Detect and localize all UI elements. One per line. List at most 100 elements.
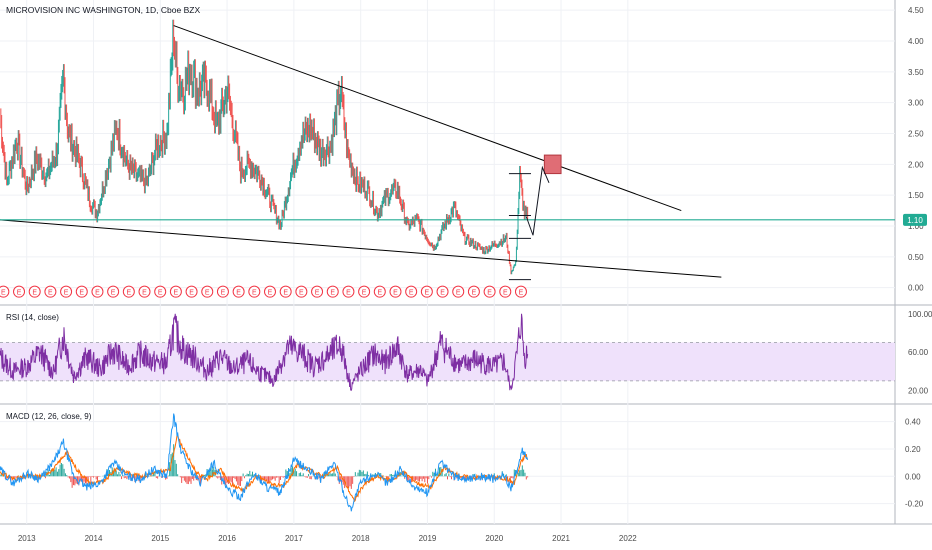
macd-tick-label: -0.20 <box>905 500 924 509</box>
price-tick-label: 2.50 <box>908 130 924 139</box>
earnings-marker <box>13 285 26 298</box>
price-series <box>0 19 529 275</box>
earnings-marker <box>311 285 324 298</box>
earnings-marker <box>0 285 10 298</box>
earnings-marker-label: E <box>456 290 461 297</box>
earnings-marker-label: E <box>315 290 320 297</box>
macd-signal-line <box>0 434 528 503</box>
earnings-marker <box>75 285 88 298</box>
last-price-tag <box>903 213 927 226</box>
earnings-marker <box>122 285 135 298</box>
earnings-marker <box>138 285 151 298</box>
earnings-marker <box>263 285 276 298</box>
trendline <box>0 219 722 278</box>
earnings-marker <box>373 285 386 298</box>
earnings-marker-label: E <box>377 290 382 297</box>
macd-series <box>0 413 529 512</box>
earnings-marker-label: E <box>174 290 179 297</box>
earnings-marker <box>28 285 41 298</box>
earnings-marker-label: E <box>79 290 84 297</box>
rsi-tick-label: 100.00 <box>908 310 932 319</box>
target-box <box>543 154 562 175</box>
earnings-marker-label: E <box>346 290 351 297</box>
earnings-marker <box>60 285 73 298</box>
earnings-marker <box>91 285 104 298</box>
earnings-marker-label: E <box>393 290 398 297</box>
price-tick-label: 4.00 <box>908 37 924 46</box>
earnings-marker <box>295 285 308 298</box>
earnings-marker <box>169 285 182 298</box>
x-tick-label: 2019 <box>419 534 437 543</box>
earnings-marker <box>358 285 371 298</box>
x-tick-label: 2021 <box>552 534 570 543</box>
earnings-marker-label: E <box>221 290 226 297</box>
earnings-marker-label: E <box>487 290 492 297</box>
chart-title: MICROVISION INC WASHINGTON, 1D, Cboe BZX <box>6 5 200 15</box>
earnings-marker-label: E <box>158 290 163 297</box>
grid <box>0 0 895 524</box>
projection-path <box>525 165 550 236</box>
earnings-marker-label: E <box>362 290 367 297</box>
x-tick-label: 2015 <box>151 534 169 543</box>
last-price-value: 1.10 <box>907 216 923 225</box>
earnings-marker-label: E <box>48 290 53 297</box>
earnings-marker-label: E <box>519 290 524 297</box>
earnings-marker <box>107 285 120 298</box>
earnings-marker-label: E <box>236 290 241 297</box>
earnings-marker-label: E <box>503 290 508 297</box>
x-tick-label: 2016 <box>218 534 236 543</box>
rsi-label: RSI (14, close) <box>6 313 59 322</box>
axes: 2013 2014 2015 2016 2017 2018 2019 2020 2021 2022… <box>18 6 932 543</box>
earnings-marker <box>436 285 449 298</box>
earnings-marker <box>499 285 512 298</box>
earnings-marker <box>154 285 167 298</box>
earnings-marker-label: E <box>330 290 335 297</box>
price-tick-label: 3.00 <box>908 99 924 108</box>
earnings-marker-label: E <box>299 290 304 297</box>
last-price-badge: 1.10 <box>903 213 927 226</box>
drawings[interactable] <box>0 25 895 281</box>
earnings-marker <box>279 285 292 298</box>
earnings-marker-label: E <box>64 290 69 297</box>
rsi-tick-label: 20.00 <box>908 386 929 395</box>
earnings-marker-label: E <box>142 290 147 297</box>
earnings-marker-label: E <box>126 290 131 297</box>
macd-label: MACD (12, 26, close, 9) <box>6 412 92 421</box>
earnings-marker <box>389 285 402 298</box>
earnings-marker-label: E <box>440 290 445 297</box>
earnings-marker <box>467 285 480 298</box>
earnings-marker <box>342 285 355 298</box>
rsi-line <box>0 313 529 392</box>
price-tick-label: 0.50 <box>908 253 924 262</box>
price-tick-label: 4.50 <box>908 6 924 15</box>
earnings-marker-label: E <box>283 290 288 297</box>
earnings-marker <box>232 285 245 298</box>
rsi-tick-label: 60.00 <box>908 348 929 357</box>
price-tick-label: 3.50 <box>908 68 924 77</box>
earnings-marker-label: E <box>205 290 210 297</box>
rsi-series <box>0 313 529 392</box>
earnings-marker-label: E <box>189 290 194 297</box>
earnings-marker <box>44 285 57 298</box>
earnings-marker <box>248 285 261 298</box>
price-tick-label: 1.00 <box>908 222 924 231</box>
x-tick-label: 2020 <box>485 534 503 543</box>
earnings-marker-label: E <box>425 290 430 297</box>
x-tick-label: 2022 <box>619 534 637 543</box>
price-tick-label: 2.00 <box>908 160 924 169</box>
earnings-marker-label: E <box>1 290 6 297</box>
macd-tick-label: 0.20 <box>905 445 921 454</box>
trendline <box>173 25 682 212</box>
earnings-marker-label: E <box>95 290 100 297</box>
x-tick-label: 2013 <box>18 534 36 543</box>
earnings-marker-label: E <box>252 290 257 297</box>
earnings-marker <box>185 285 198 298</box>
macd-tick-label: 0.40 <box>905 418 921 427</box>
earnings-marker <box>201 285 214 298</box>
earnings-marker-label: E <box>17 290 22 297</box>
earnings-marker <box>514 285 527 298</box>
macd-tick-label: 0.00 <box>905 472 921 481</box>
x-tick-label: 2017 <box>285 534 303 543</box>
